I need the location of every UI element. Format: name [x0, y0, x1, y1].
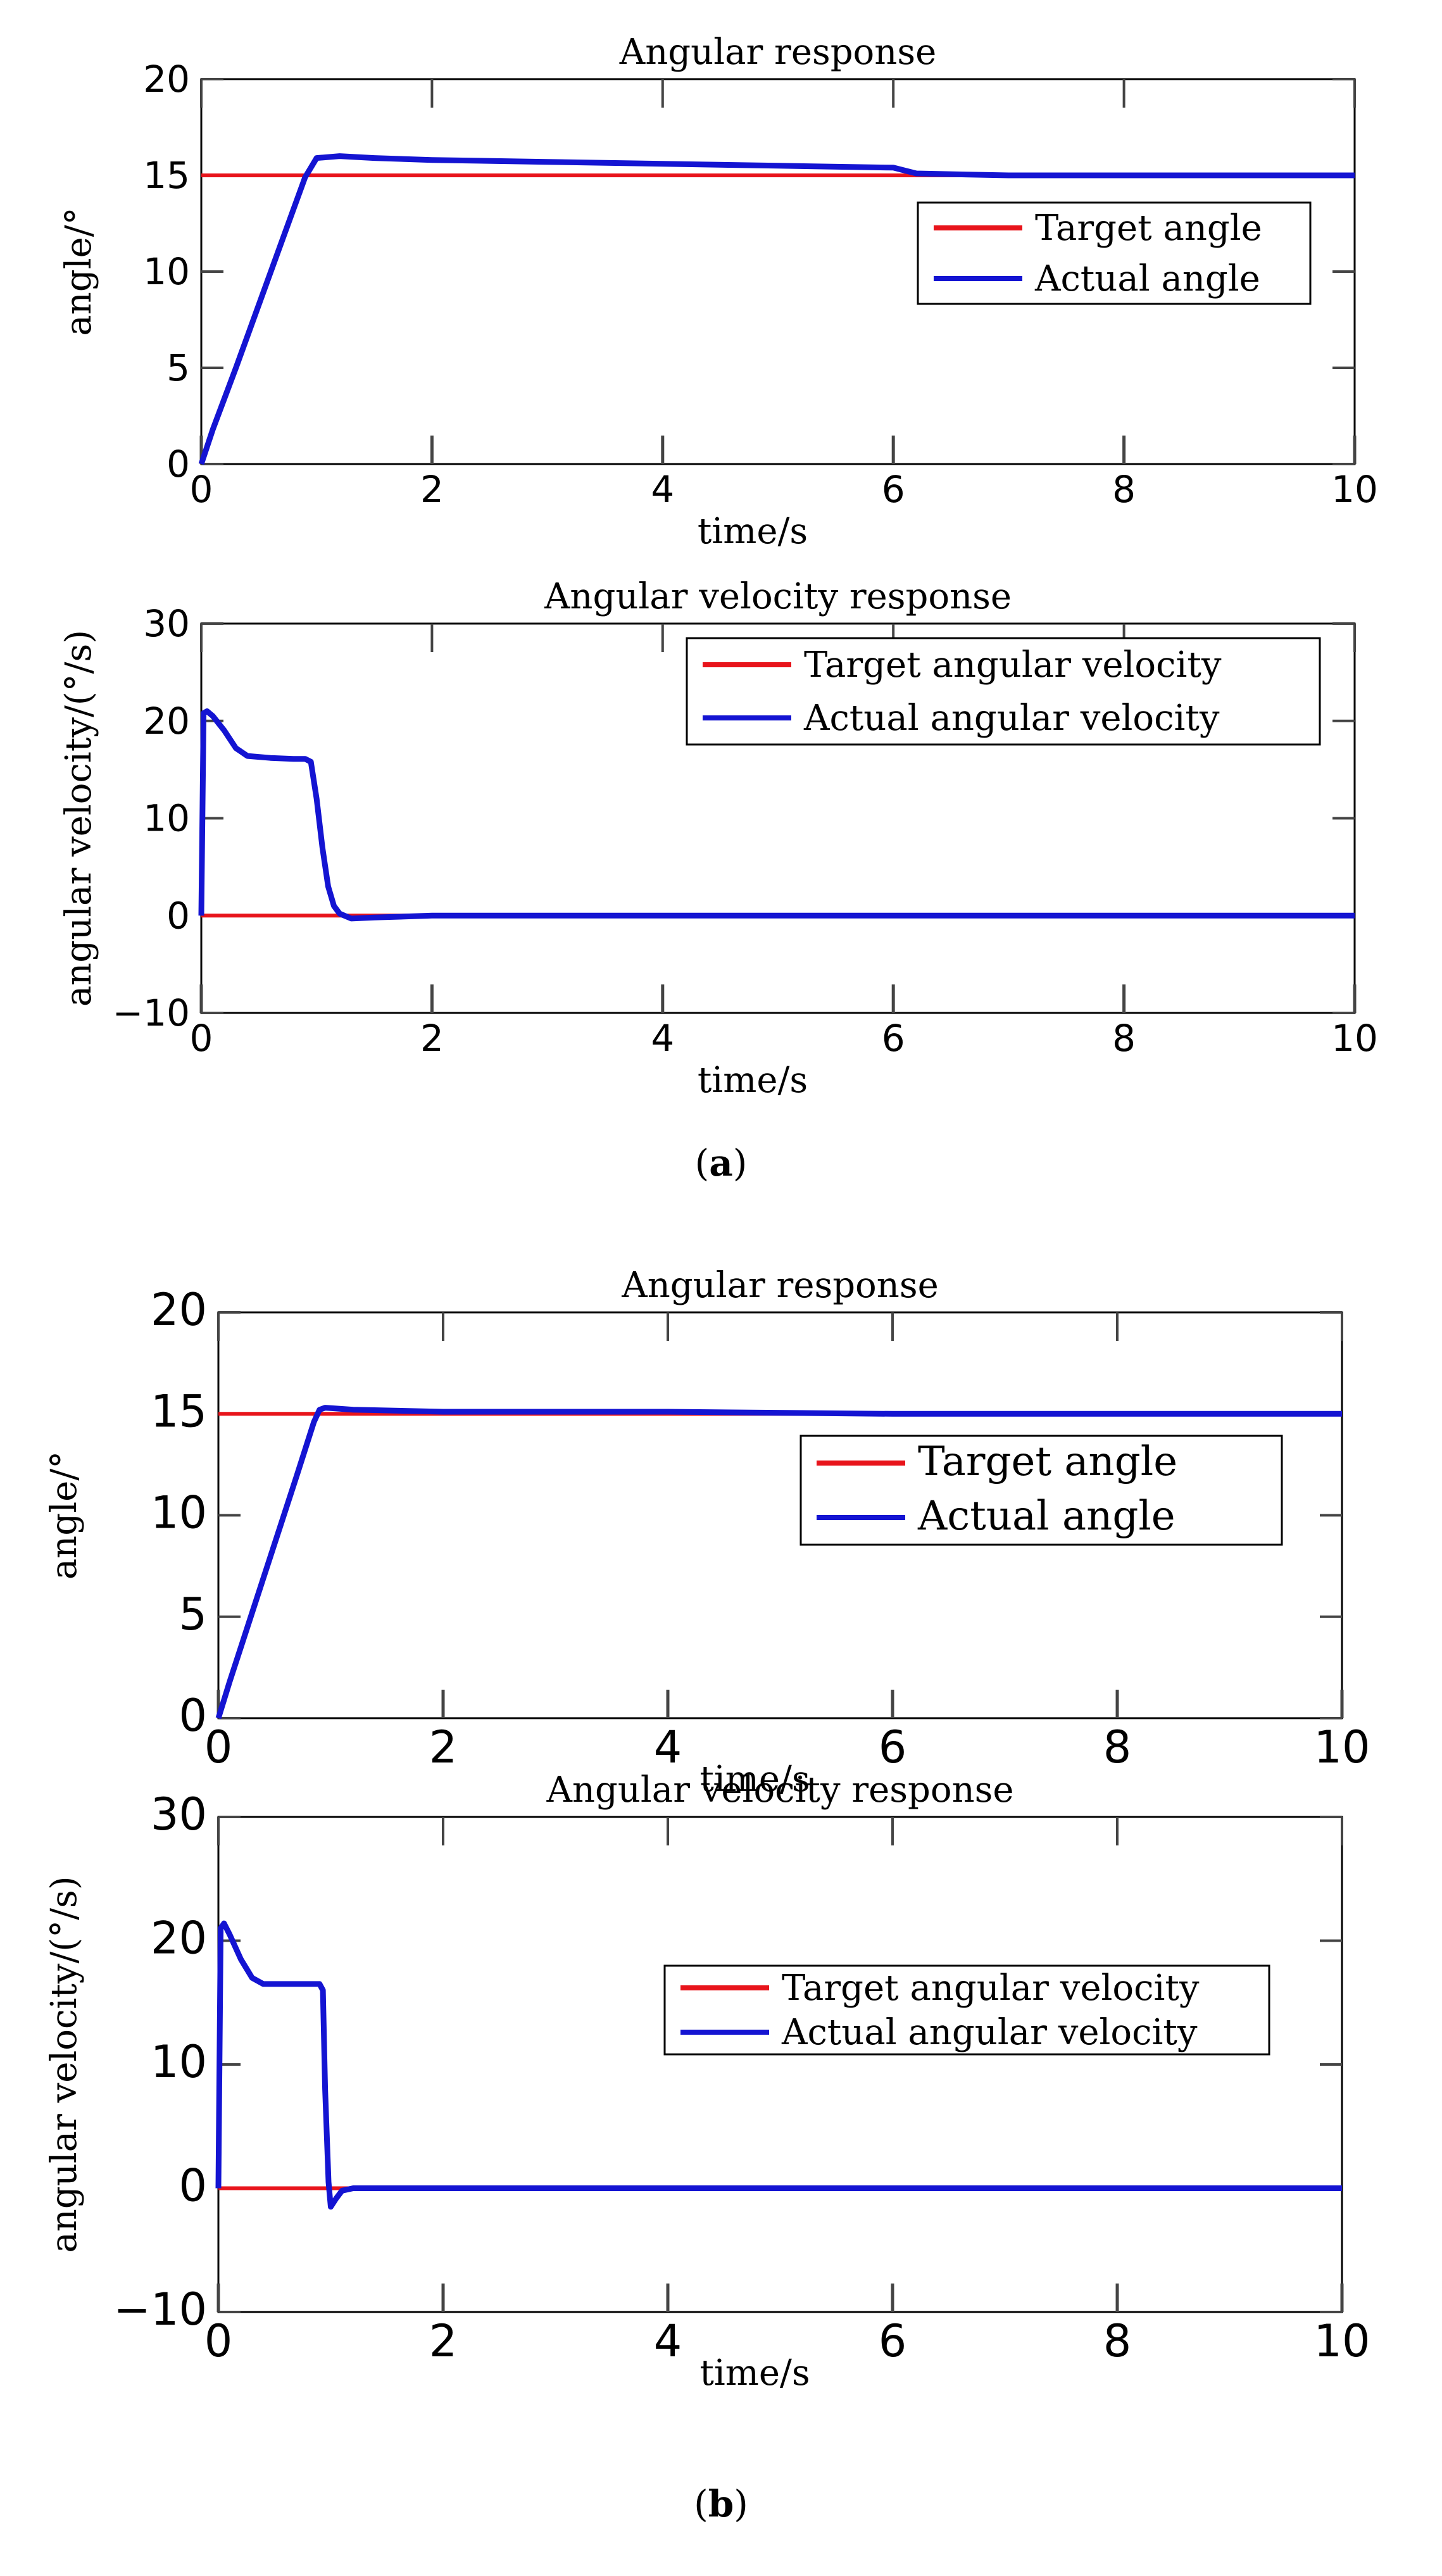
- y-tick-label: 20: [151, 1913, 207, 1964]
- y-tick-label: 20: [143, 700, 190, 743]
- legend-box: [917, 201, 1312, 305]
- panel-label-close: ): [733, 1141, 748, 1184]
- x-tick-label: 10: [1313, 2315, 1370, 2367]
- legend-label: Actual angle: [1034, 258, 1260, 299]
- x-axis-label: time/s: [699, 1759, 810, 1800]
- chart-title: Angular response: [619, 32, 936, 73]
- x-tick-label: 4: [654, 1721, 682, 1773]
- y-tick-label: 15: [151, 1385, 207, 1437]
- y-tick-label: 5: [179, 1588, 207, 1640]
- panel-label: (b): [694, 2482, 748, 2525]
- y-tick-label: 10: [151, 2036, 207, 2088]
- y-tick-label: 10: [143, 250, 190, 293]
- legend-label: Actual angle: [917, 1493, 1176, 1540]
- y-axis-label: angular velocity/(°/s): [58, 630, 99, 1007]
- y-tick-label: −10: [113, 2284, 207, 2335]
- x-tick-label: 6: [879, 2315, 907, 2367]
- legend-label: Target angle: [1035, 208, 1262, 249]
- legend-label: Target angular velocity: [804, 644, 1222, 686]
- x-tick-label: 4: [654, 2315, 682, 2367]
- legend: Target angular velocity Actual angular ve…: [686, 637, 1321, 746]
- y-tick-label: 10: [143, 797, 190, 840]
- legend-label: Target angle: [918, 1438, 1177, 1485]
- panel-label-letter: a: [709, 1141, 733, 1184]
- y-tick-label: 0: [179, 2160, 207, 2212]
- panel-label: (a): [695, 1141, 748, 1184]
- legend-label: Actual angular velocity: [803, 698, 1220, 739]
- x-tick-label: 2: [420, 468, 444, 511]
- x-tick-label: 4: [651, 1017, 674, 1060]
- panel-label-open: (: [695, 1141, 710, 1184]
- legend-box: [686, 637, 1321, 746]
- x-tick-label: 2: [420, 1017, 444, 1060]
- y-axis-label: angular velocity/(°/s): [44, 1876, 85, 2252]
- y-axis-label: angle/°: [58, 207, 99, 336]
- y-tick-label: 10: [151, 1487, 207, 1539]
- axes-box: [217, 1816, 1343, 2313]
- x-tick-label: 6: [882, 468, 905, 511]
- legend: Target angle Actual angle: [799, 1435, 1283, 1546]
- x-tick-label: 0: [204, 2315, 233, 2367]
- x-tick-label: 10: [1331, 468, 1378, 511]
- y-tick-label: 0: [179, 1690, 207, 1742]
- chart-title: Angular response: [621, 1265, 938, 1306]
- x-tick-label: 0: [190, 1017, 213, 1060]
- actual-series-line: [215, 1405, 1342, 1719]
- y-tick-label: 30: [151, 1788, 207, 1840]
- panel-label-open: (: [694, 2482, 708, 2525]
- x-tick-label: 2: [429, 1721, 458, 1773]
- legend-label: Target angular velocity: [782, 1968, 1200, 2009]
- x-tick-label: 8: [1112, 1017, 1136, 1060]
- x-tick-label: 8: [1112, 468, 1136, 511]
- x-tick-label: 10: [1331, 1017, 1378, 1060]
- actual-series-line: [198, 708, 1355, 922]
- actual-series-line: [215, 1920, 1342, 2210]
- x-tick-label: 2: [429, 2315, 458, 2367]
- y-tick-label: 0: [166, 894, 190, 937]
- panel-label-close: ): [734, 2482, 748, 2525]
- y-tick-label: 5: [166, 346, 190, 389]
- legend: Target angle Actual angle: [917, 201, 1312, 305]
- x-tick-label: 4: [651, 468, 674, 511]
- x-tick-label: 8: [1103, 1721, 1132, 1773]
- x-tick-label: 8: [1103, 2315, 1132, 2367]
- x-axis-label: time/s: [699, 2353, 810, 2394]
- chart-3: Angular response 0 2 4 6 8 10 0 5 10 15 20 time/s ang…: [44, 1265, 1370, 1800]
- panel-label-letter: b: [708, 2482, 734, 2525]
- y-tick-label: 15: [143, 154, 190, 197]
- x-axis-label: time/s: [698, 1060, 808, 1101]
- y-tick-label: 30: [143, 602, 190, 645]
- x-tick-label: 6: [882, 1017, 905, 1060]
- chart-1: Angular response 0 2 4 6 8 10 0 5 10 15 20 time/s ang…: [58, 32, 1378, 552]
- x-axis-label: time/s: [698, 511, 808, 552]
- y-tick-label: 0: [166, 443, 190, 486]
- legend-box: [663, 1964, 1270, 2056]
- x-tick-label: 6: [879, 1721, 907, 1773]
- y-axis-label: angle/°: [44, 1451, 85, 1580]
- actual-series-line: [198, 153, 1355, 465]
- y-tick-label: 20: [143, 58, 190, 101]
- y-tick-label: −10: [113, 991, 190, 1034]
- legend-box: [799, 1435, 1283, 1546]
- chart-title: Angular velocity response: [546, 1769, 1013, 1811]
- x-tick-label: 10: [1313, 1721, 1370, 1773]
- y-tick-label: 20: [151, 1284, 207, 1336]
- chart-title: Angular velocity response: [544, 576, 1012, 617]
- x-tick-label: 0: [190, 468, 213, 511]
- legend-label: Actual angular velocity: [781, 2012, 1198, 2053]
- x-tick-label: 0: [204, 1721, 233, 1773]
